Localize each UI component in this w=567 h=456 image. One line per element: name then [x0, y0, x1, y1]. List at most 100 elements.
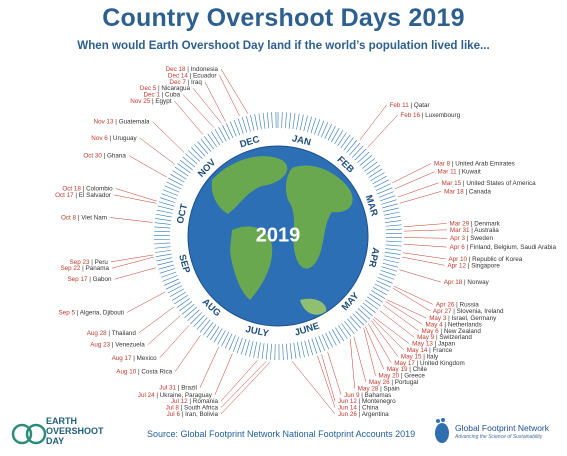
label-separator: |: [75, 309, 80, 316]
country-name: Chile: [413, 366, 428, 373]
country-label: Mar 15 | United States of America: [442, 180, 537, 187]
overshoot-date: Apr 18: [444, 279, 463, 286]
country-label: Mar 8 | United Arab Emirates: [434, 160, 515, 167]
ring-tick: [200, 138, 212, 152]
label-separator: |: [155, 391, 160, 398]
logo-line-2: OVERSHOOT: [46, 426, 104, 436]
country-name: Iran, Bolivia: [185, 411, 218, 418]
ring-tick: [349, 316, 362, 329]
ring-tick: [169, 288, 185, 298]
label-separator: |: [450, 160, 455, 167]
overshoot-date: May 4: [426, 321, 444, 328]
leader-line: [199, 347, 219, 388]
label-separator: |: [359, 391, 364, 398]
country-label: Mar 31 | Australia: [450, 226, 499, 233]
label-separator: |: [110, 341, 115, 348]
ring-tick: [232, 336, 240, 352]
leader-line: [383, 304, 419, 332]
ring-tick: [311, 338, 318, 354]
ring-tick: [249, 341, 254, 357]
leader-line: [374, 317, 410, 344]
country-name: South Africa: [184, 404, 218, 411]
ring-tick: [331, 128, 340, 143]
leader-line: [399, 269, 441, 283]
label-separator: |: [76, 214, 81, 221]
overshoot-date: May 28: [358, 385, 379, 392]
country-name: New Zealand: [444, 327, 482, 334]
ring-tick: [270, 343, 272, 360]
overshoot-date: Sep 23: [70, 258, 90, 265]
leader-line: [147, 315, 181, 345]
label-separator: |: [114, 118, 119, 125]
country-label: Nov 6 | Uruguay: [91, 135, 137, 142]
label-separator: |: [179, 404, 184, 411]
country-name: Netherlands: [448, 321, 482, 328]
ring-tick: [236, 337, 243, 354]
ring-tick: [297, 342, 301, 359]
ring-tick: [250, 115, 255, 131]
ring-tick: [375, 183, 391, 191]
ring-tick: [193, 314, 205, 328]
country-name: United Arab Emirates: [455, 160, 514, 167]
overshoot-date: Apr 3: [450, 235, 466, 242]
label-separator: |: [89, 258, 94, 265]
ring-tick: [172, 170, 187, 180]
ring-tick: [381, 266, 397, 272]
ring-tick: [384, 251, 401, 255]
ring-tick: [155, 218, 172, 222]
country-name: Ukraine, Paraguay: [160, 391, 213, 398]
country-name: Thailand: [112, 330, 137, 337]
ring-tick: [328, 331, 337, 346]
overshoot-date: Dec 5: [140, 85, 157, 92]
ring-tick: [357, 151, 370, 164]
overshoot-date: Mar 8: [434, 160, 451, 167]
gfn-name: Global Footprint Network: [455, 423, 550, 433]
leader-line: [379, 310, 415, 338]
month-label: APR: [366, 246, 381, 268]
ring-tick: [325, 332, 333, 348]
overshoot-date: Aug 10: [116, 368, 136, 375]
overshoot-date: Apr 26: [436, 301, 455, 308]
ring-ticks: [153, 112, 402, 360]
ring-tick: [213, 328, 223, 343]
country-name: Uruguay: [113, 135, 138, 142]
leader-line: [397, 182, 439, 198]
leader-line: [392, 163, 432, 184]
overshoot-date: Sep 22: [60, 265, 80, 272]
label-separator: |: [108, 135, 113, 142]
country-label: May 4 | Netherlands: [426, 321, 482, 328]
ring-tick: [207, 133, 218, 148]
country-label: May 6 | New Zealand: [422, 327, 482, 334]
label-separator: |: [132, 355, 137, 362]
ring-tick: [367, 296, 381, 307]
country-label: Feb 16 | Luxembourg: [400, 112, 460, 119]
overshoot-date: May 3: [429, 315, 447, 322]
ring-tick: [382, 203, 398, 209]
overshoot-date: Dec 18: [166, 66, 186, 73]
country-label: May 9 | Switzerland: [417, 334, 472, 341]
ring-tick: [384, 255, 400, 260]
country-name: Finland, Belgium, Saudi Arabia: [470, 244, 557, 251]
leader-line: [220, 68, 249, 114]
ring-tick: [296, 113, 300, 130]
leader-line: [353, 336, 367, 383]
leader-line: [359, 104, 387, 141]
country-name: France: [433, 347, 453, 354]
label-separator: |: [421, 353, 426, 360]
ring-tick: [155, 250, 171, 253]
leader-line: [399, 191, 442, 204]
country-label: May 15 | Italy: [401, 353, 439, 360]
leader-line: [192, 88, 222, 124]
label-separator: |: [80, 265, 85, 272]
label-separator: |: [461, 180, 466, 187]
overshoot-date: Dec 1: [143, 91, 160, 98]
ring-tick: [258, 113, 262, 130]
ring-tick: [206, 324, 217, 338]
country-name: Greece: [404, 372, 425, 379]
country-name: Panama: [86, 265, 110, 272]
overshoot-date: Oct 17: [55, 192, 74, 199]
ring-tick: [179, 159, 193, 171]
leader-line: [113, 194, 157, 204]
label-separator: |: [420, 112, 425, 119]
